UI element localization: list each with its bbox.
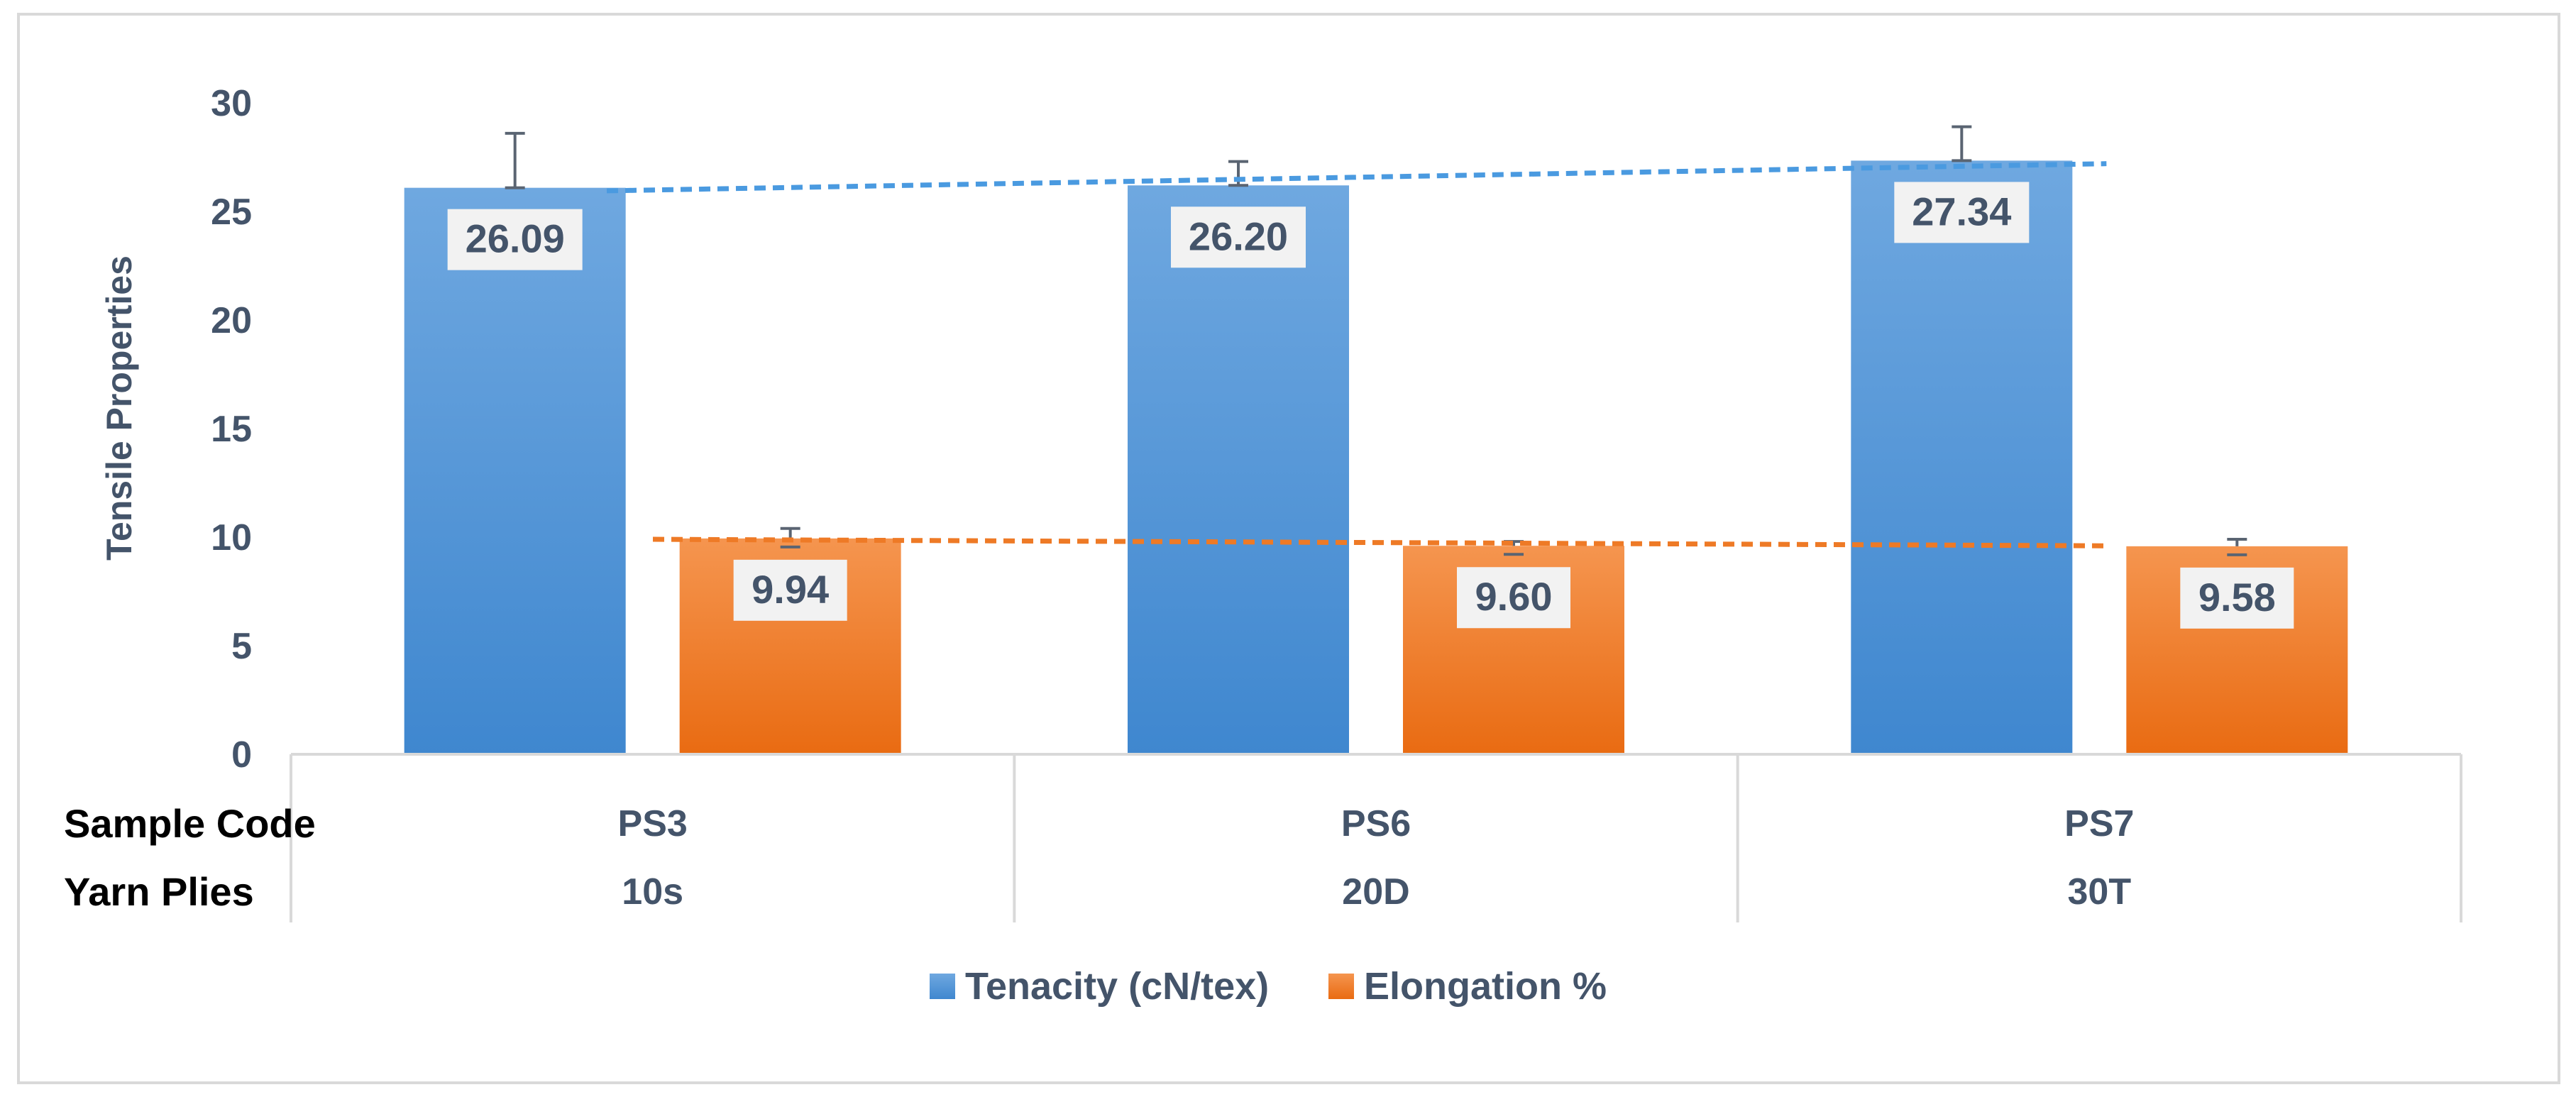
data-label-box — [447, 209, 583, 270]
y-axis: 0 5 10 15 20 25 30 — [211, 83, 252, 776]
data-label-box — [2180, 567, 2294, 629]
category-table: Sample Code PS3 PS6 PS7 Yarn Plies 10s 20D 30T — [64, 753, 2462, 922]
y-tick-label: 10 — [211, 517, 252, 558]
y-tick-label: 20 — [211, 300, 252, 341]
y-tick-label: 25 — [211, 192, 252, 233]
data-label-box — [1457, 567, 1570, 629]
y-tick-label: 30 — [211, 83, 252, 124]
bar-tenacity-ps7 — [1851, 160, 2073, 754]
legend-swatch-elongation — [1328, 974, 1354, 999]
data-label-box — [1171, 206, 1306, 268]
legend: Tenacity (cN/tex) Elongation % — [930, 965, 1607, 1008]
category-label: PS6 — [1341, 803, 1411, 844]
data-labels: 26.09 9.94 26.20 9.60 27.34 9.58 — [447, 182, 2294, 629]
data-label-box — [1894, 182, 2030, 243]
data-label: 26.09 — [466, 216, 565, 261]
legend-swatch-tenacity — [930, 974, 955, 999]
bar-tenacity-ps3 — [404, 187, 626, 754]
data-label: 26.20 — [1189, 214, 1288, 258]
data-label: 9.58 — [2198, 575, 2276, 619]
y-tick-label: 15 — [211, 409, 252, 450]
category-label: 20D — [1342, 871, 1409, 913]
data-label: 27.34 — [1912, 189, 2011, 233]
category-label: PS3 — [618, 803, 688, 844]
trendline-tenacity — [606, 161, 2107, 194]
y-tick-label: 5 — [231, 626, 252, 667]
trendline-elongation — [652, 536, 2107, 548]
category-label: PS7 — [2064, 803, 2134, 844]
bar-tenacity-ps6 — [1128, 185, 1349, 754]
category-label: 10s — [622, 871, 683, 913]
trendlines — [606, 161, 2107, 548]
data-label: 9.60 — [1475, 574, 1553, 619]
legend-label: Tenacity (cN/tex) — [965, 965, 1269, 1008]
data-label-box — [733, 559, 847, 621]
row-label: Sample Code — [64, 801, 316, 846]
row-label: Yarn Plies — [64, 869, 254, 914]
bars — [404, 160, 2348, 754]
y-axis-title: Tensile Properties — [99, 255, 139, 561]
legend-label: Elongation % — [1364, 965, 1607, 1008]
y-tick-label: 0 — [231, 734, 252, 776]
category-label: 30T — [2068, 871, 2132, 913]
data-label: 9.94 — [752, 567, 829, 612]
